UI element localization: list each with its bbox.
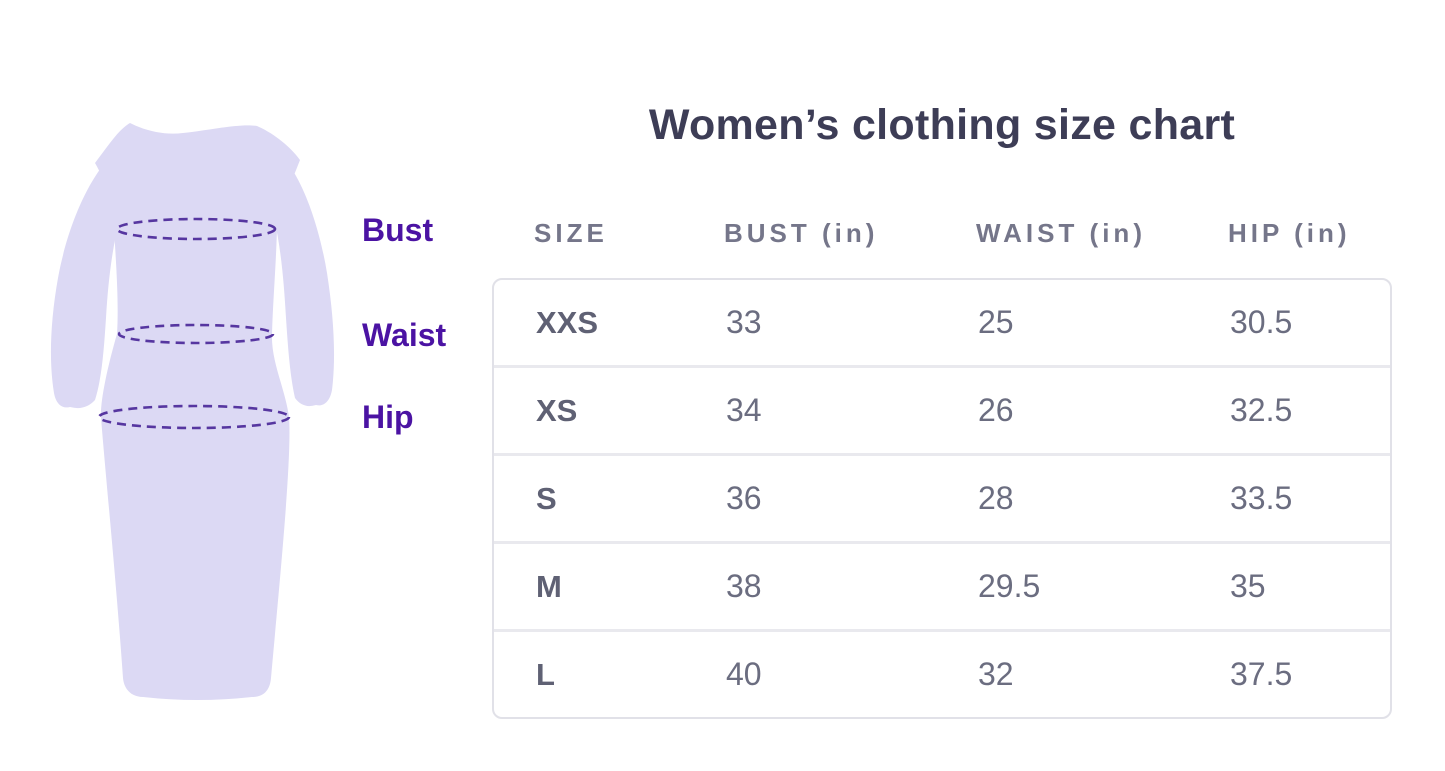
table-row-s: S 36 28 33.5	[494, 453, 1390, 541]
bust-label: Bust	[362, 212, 434, 248]
column-header-waist: WAIST (in)	[976, 217, 1146, 248]
cell-bust: 38	[726, 568, 762, 604]
cell-waist: 28	[978, 480, 1014, 516]
cell-waist: 25	[978, 304, 1014, 340]
column-header-size: SIZE	[534, 217, 608, 248]
column-header-hip: HIP (in)	[1228, 217, 1351, 248]
table-row-m: M 38 29.5 35	[494, 541, 1390, 629]
cell-size: XXS	[536, 304, 599, 340]
dress-body-shape	[95, 123, 300, 700]
table-row-l: L 40 32 37.5	[494, 629, 1390, 717]
cell-hip: 32.5	[1230, 392, 1293, 428]
table-header-row: SIZE BUST (in) WAIST (in) HIP (in)	[492, 214, 1392, 252]
cell-waist: 32	[978, 656, 1014, 692]
cell-size: XS	[536, 392, 578, 428]
cell-size: S	[536, 480, 557, 516]
waist-measure-line	[117, 323, 275, 345]
cell-bust: 40	[726, 656, 762, 692]
size-table: XXS 33 25 30.5 XS 34 26 32.5 S 36 28 33.…	[492, 278, 1392, 719]
cell-bust: 33	[726, 304, 762, 340]
dress-illustration	[50, 123, 335, 700]
cell-bust: 34	[726, 392, 762, 428]
cell-size: L	[536, 656, 555, 692]
cell-hip: 35	[1230, 568, 1266, 604]
cell-hip: 33.5	[1230, 480, 1293, 516]
waist-label: Waist	[362, 317, 447, 353]
cell-hip: 30.5	[1230, 304, 1293, 340]
bust-measure-line	[115, 217, 277, 241]
cell-hip: 37.5	[1230, 656, 1293, 692]
column-header-bust: BUST (in)	[724, 217, 879, 248]
cell-size: M	[536, 568, 562, 604]
page-title: Women’s clothing size chart	[648, 101, 1236, 149]
cell-waist: 29.5	[978, 568, 1041, 604]
hip-measure-line	[97, 404, 291, 430]
cell-bust: 36	[726, 480, 762, 516]
hip-label: Hip	[362, 399, 414, 435]
cell-waist: 26	[978, 392, 1014, 428]
table-row-xs: XS 34 26 32.5	[494, 365, 1390, 453]
table-row-xxs: XXS 33 25 30.5	[494, 280, 1390, 365]
